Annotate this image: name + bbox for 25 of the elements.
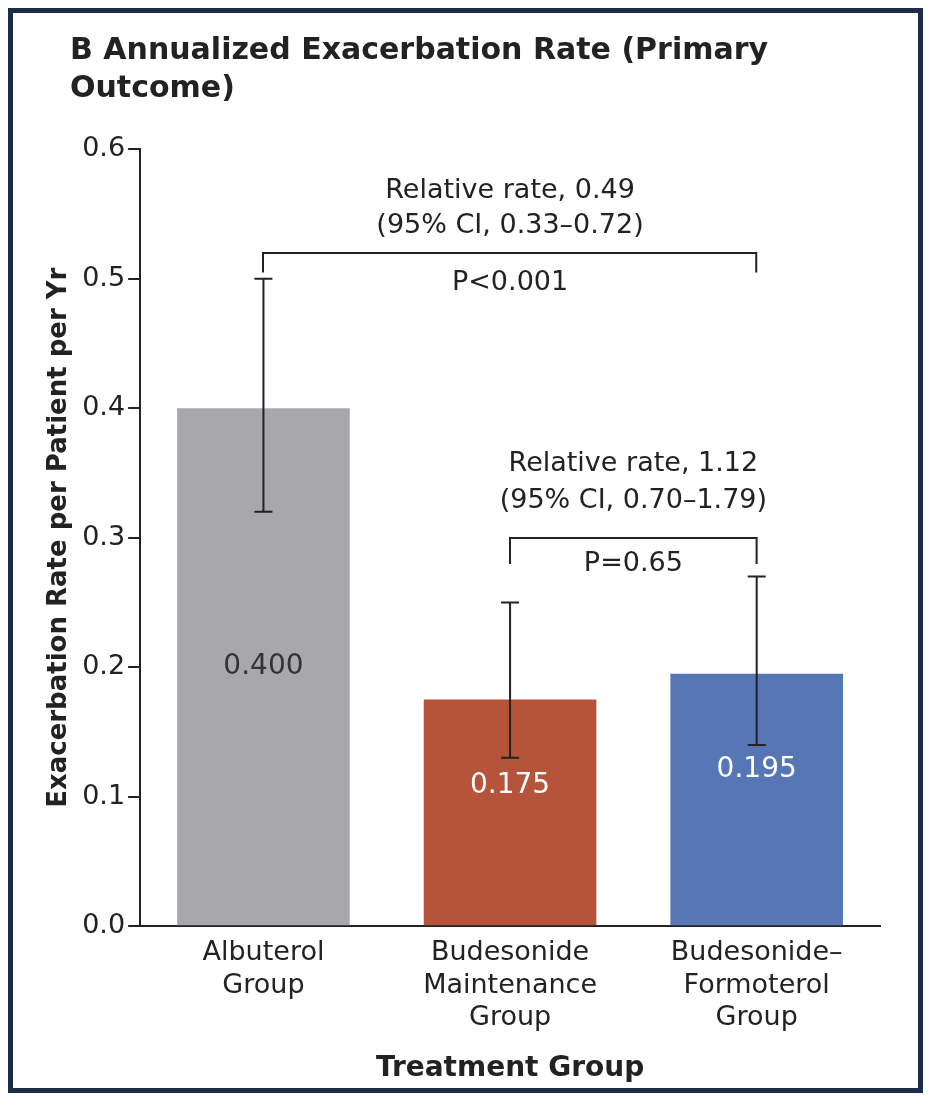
y-tick-label: 0.2 [82, 649, 126, 681]
data-label: 0.195 [716, 750, 797, 784]
annotation: Relative rate, 1.12 [508, 445, 759, 477]
annotation: (95% CI, 0.70–1.79) [499, 482, 768, 514]
bar [423, 699, 597, 926]
chart-title: B Annualized Exacerbation Rate (Primary Outcome) [70, 30, 769, 106]
annotation: (95% CI, 0.33–0.72) [376, 207, 644, 239]
y-tick-label: 0.4 [82, 390, 126, 422]
data-label: 0.175 [469, 766, 551, 800]
y-tick-label: 0.3 [82, 519, 126, 551]
x-tick-label: Albuterol Group [202, 935, 325, 999]
bar [177, 408, 350, 926]
annotation: P<0.001 [451, 264, 569, 296]
x-tick-label: Budesonide Maintenance Group [423, 935, 598, 1032]
x-axis-title: Treatment Group [375, 1050, 645, 1084]
y-axis-title: Exacerbation Rate per Patient per Yr [42, 267, 73, 808]
annotation: P=0.65 [583, 545, 683, 577]
x-tick-label: Budesonide– Formoterol Group [670, 935, 843, 1032]
y-tick-label: 0.0 [82, 908, 126, 940]
y-tick-label: 0.1 [82, 778, 126, 810]
y-tick-label: 0.5 [82, 260, 126, 292]
bar [670, 673, 844, 926]
y-tick-label: 0.6 [82, 131, 126, 163]
annotation: Relative rate, 0.49 [385, 172, 635, 204]
data-label: 0.400 [223, 648, 304, 682]
